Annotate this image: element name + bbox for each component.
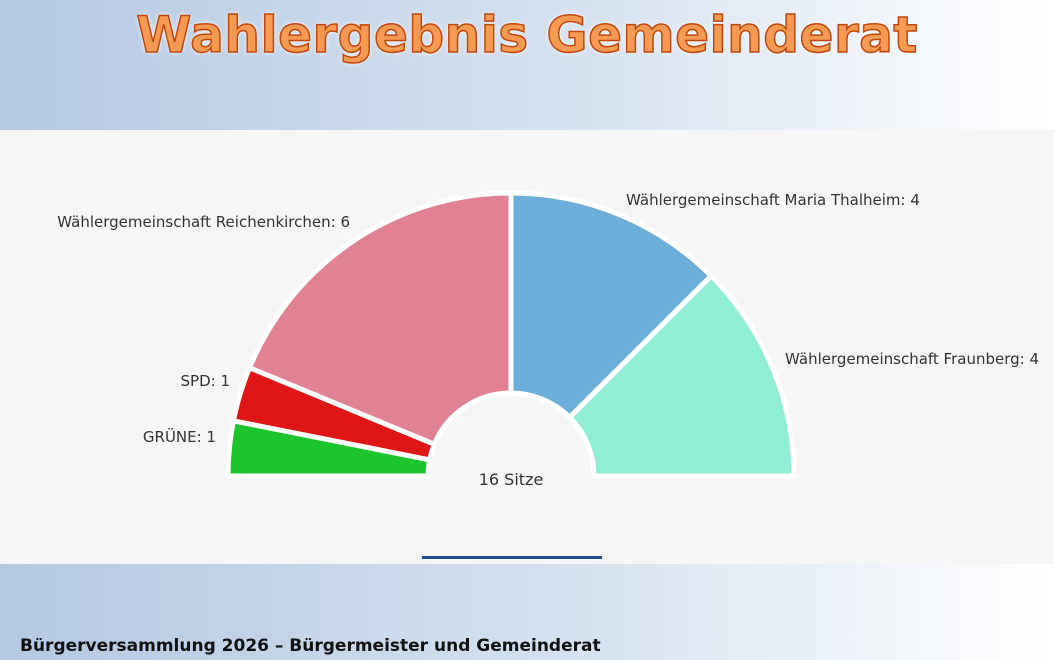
slice-wählergemeinschaft-maria-thalheim[interactable] <box>508 190 714 420</box>
slice-label: Wählergemeinschaft Fraunberg: 4 <box>785 350 1039 368</box>
slice-label: SPD: 1 <box>181 372 230 390</box>
page-title: Wahlergebnis Gemeinderat <box>135 5 918 65</box>
chart-panel: GRÜNE: 1 SPD: 1 Wählergemeinschaft Reichen… <box>0 130 1054 564</box>
slice-label: GRÜNE: 1 <box>143 427 216 446</box>
footer-text: Bürgerversammlung 2026 – Bürgermeister u… <box>20 636 601 656</box>
center-seat-count: 16 Sitze <box>479 470 544 489</box>
slice-wählergemeinschaft-fraunberg[interactable] <box>567 273 797 479</box>
slice-label: Wählergemeinschaft Reichenkirchen: 6 <box>57 213 350 231</box>
slice-label: Wählergemeinschaft Maria Thalheim: 4 <box>626 191 920 209</box>
parliament-chart: GRÜNE: 1 SPD: 1 Wählergemeinschaft Reichen… <box>57 190 1039 489</box>
active-tab-indicator <box>422 556 602 559</box>
slice-wählergemeinschaft-reichenkirchen[interactable] <box>247 190 514 447</box>
